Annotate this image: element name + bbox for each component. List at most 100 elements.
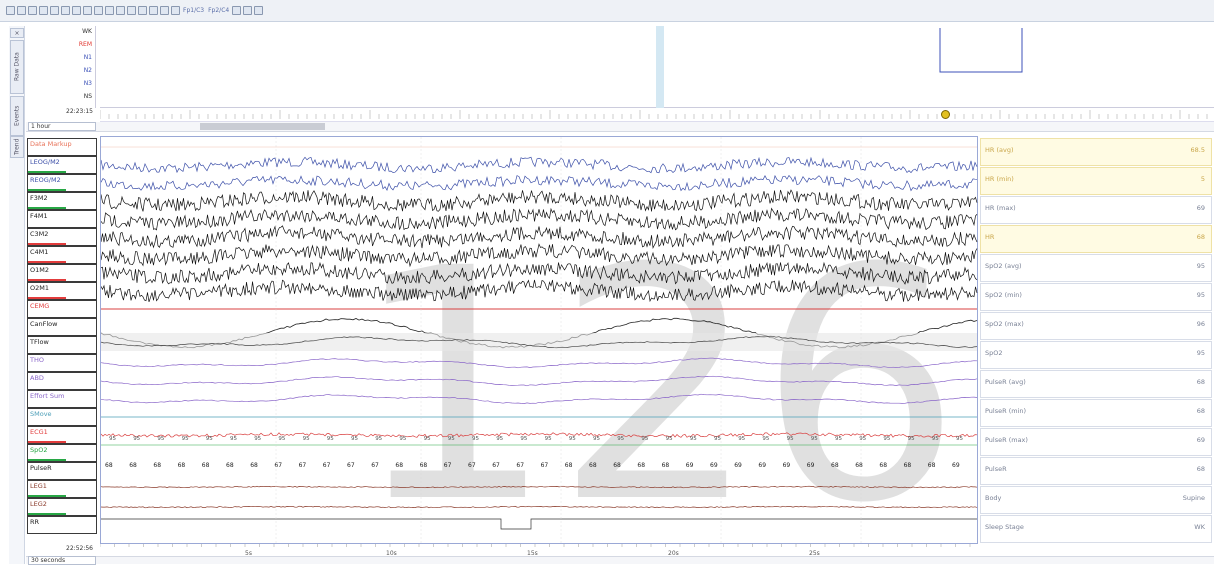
channel-color-bar — [28, 243, 66, 245]
epoch-tick-label: 10s — [386, 550, 397, 557]
light-icon[interactable] — [160, 6, 169, 15]
channel-label-effort-sum[interactable]: Effort Sum — [27, 390, 97, 408]
measure-pulser[interactable]: PulseR 68 — [980, 457, 1212, 485]
channel-label-tflow[interactable]: TFlow — [27, 336, 97, 354]
spo2-value: 95 — [303, 436, 310, 442]
pulse-value: 67 — [347, 462, 355, 469]
undo-icon[interactable] — [39, 6, 48, 15]
channel-label-spo2[interactable]: SpO2 — [27, 444, 97, 462]
measure-value: 95 — [1196, 262, 1205, 270]
cursor-icon[interactable] — [105, 6, 114, 15]
rect-icon[interactable] — [138, 6, 147, 15]
bold-icon[interactable] — [94, 6, 103, 15]
channel-label-smove[interactable]: SMove — [27, 408, 97, 426]
channel-label-leg1[interactable]: LEG1 — [27, 480, 97, 498]
channel-label-leg2[interactable]: LEG2 — [27, 498, 97, 516]
pulse-value: 68 — [395, 462, 403, 469]
redo-icon[interactable] — [50, 6, 59, 15]
tab-events[interactable]: Events — [10, 96, 24, 136]
montage-label-a[interactable]: Fp1/C3 — [183, 7, 205, 14]
channel-color-bar — [28, 441, 66, 443]
signal-viewer[interactable]: 126 95 95 95 95 95 95 95 95 95 95 95 95 95 95 95 95 95 95 9… — [100, 136, 978, 565]
channel-name: Data Markup — [30, 140, 72, 148]
eeg-trace — [100, 207, 978, 231]
measure-spo2[interactable]: SpO2 95 — [980, 341, 1212, 369]
forward-icon[interactable] — [72, 6, 81, 15]
channel-label-canflow[interactable]: CanFlow — [27, 318, 97, 336]
measure-body[interactable]: Body Supine — [980, 486, 1212, 514]
pulse-value: 69 — [686, 462, 694, 469]
scroll-thumb[interactable] — [200, 123, 325, 130]
channel-label-c3m2[interactable]: C3M2 — [27, 228, 97, 246]
spo2-value: 95 — [835, 436, 842, 442]
channel-label-pulser[interactable]: PulseR — [27, 462, 97, 480]
measure-pulser-max-[interactable]: PulseR (max) 69 — [980, 428, 1212, 456]
epoch-scrollbar[interactable]: 30 seconds — [26, 556, 1214, 565]
spo2-value: 95 — [520, 436, 527, 442]
epoch-time: 22:52:56 — [66, 545, 93, 552]
event-icon[interactable] — [232, 6, 242, 15]
channel-label-reog-m2[interactable]: REOG/M2 — [27, 174, 97, 192]
eeg-trace — [100, 225, 978, 250]
channel-label-o2m1[interactable]: O2M1 — [27, 282, 97, 300]
tho-trace — [100, 357, 978, 369]
hypnogram-view[interactable] — [100, 26, 1214, 108]
close-icon[interactable]: × — [10, 28, 24, 38]
measure-pulser-avg-[interactable]: PulseR (avg) 68 — [980, 370, 1212, 398]
montage-label-b[interactable]: Fp2/C4 — [208, 7, 230, 14]
event-marker-icon[interactable] — [941, 110, 950, 119]
measure-value: 68 — [1196, 465, 1205, 473]
spo2-value: 95 — [811, 436, 818, 442]
measure-hr-min-[interactable]: HR (min) 5 — [980, 167, 1212, 195]
channel-label-data-markup[interactable]: Data Markup — [27, 138, 97, 156]
settings-icon[interactable] — [171, 6, 180, 15]
measure-pulser-min-[interactable]: PulseR (min) 68 — [980, 399, 1212, 427]
flag-icon[interactable] — [254, 6, 264, 15]
channel-label-f3m2[interactable]: F3M2 — [27, 192, 97, 210]
channel-name: O1M2 — [30, 266, 49, 274]
measure-spo2-avg-[interactable]: SpO2 (avg) 95 — [980, 254, 1212, 282]
measure-hr-avg-[interactable]: HR (avg) 68.5 — [980, 138, 1212, 166]
back-icon[interactable] — [61, 6, 70, 15]
globe-icon[interactable] — [127, 6, 136, 15]
zoom-icon[interactable] — [149, 6, 158, 15]
channel-name: O2M1 — [30, 284, 49, 292]
channel-label-f4m1[interactable]: F4M1 — [27, 210, 97, 228]
measure-sleep-stage[interactable]: Sleep Stage WK — [980, 515, 1212, 543]
save-icon[interactable] — [17, 6, 26, 15]
measure-spo2-min-[interactable]: SpO2 (min) 95 — [980, 283, 1212, 311]
channel-label-leog-m2[interactable]: LEOG/M2 — [27, 156, 97, 174]
pulse-value: 68 — [904, 462, 912, 469]
spo2-value: 95 — [424, 436, 431, 442]
epoch-tick-label: 5s — [245, 550, 252, 557]
epoch-axis: 5s 10s 15s 20s 25s — [99, 544, 978, 558]
tab-trend[interactable]: Trend — [10, 136, 24, 158]
measure-hr[interactable]: HR 68 — [980, 225, 1212, 253]
channel-label-abd[interactable]: ABD — [27, 372, 97, 390]
grid-icon[interactable] — [83, 6, 92, 15]
pulse-value: 67 — [444, 462, 452, 469]
measure-hr-max-[interactable]: HR (max) 69 — [980, 196, 1212, 224]
spo2-value: 95 — [593, 436, 600, 442]
channel-label-cemg[interactable]: CEMG — [27, 300, 97, 318]
channel-color-bar — [28, 189, 66, 191]
measure-spo2-max-[interactable]: SpO2 (max) 96 — [980, 312, 1212, 340]
tab-raw-data[interactable]: Raw Data — [10, 40, 24, 94]
print-icon[interactable] — [28, 6, 37, 15]
channel-name: LEOG/M2 — [30, 158, 60, 166]
range-select[interactable]: 1 hour — [28, 122, 96, 131]
filter-icon[interactable] — [243, 6, 253, 15]
open-icon[interactable] — [6, 6, 15, 15]
measure-label: SpO2 (avg) — [985, 262, 1022, 270]
channel-name: Effort Sum — [30, 392, 65, 400]
pulse-value: 68 — [613, 462, 621, 469]
channel-label-ecg1[interactable]: ECG1 — [27, 426, 97, 444]
channel-label-c4m1[interactable]: C4M1 — [27, 246, 97, 264]
hypnogram-scrollbar[interactable]: 1 hour — [26, 110, 1214, 132]
pulse-value: 68 — [637, 462, 645, 469]
channel-label-rr[interactable]: RR — [27, 516, 97, 534]
spo2-value: 95 — [932, 436, 939, 442]
channel-label-tho[interactable]: THO — [27, 354, 97, 372]
measure-icon[interactable] — [116, 6, 125, 15]
channel-label-o1m2[interactable]: O1M2 — [27, 264, 97, 282]
